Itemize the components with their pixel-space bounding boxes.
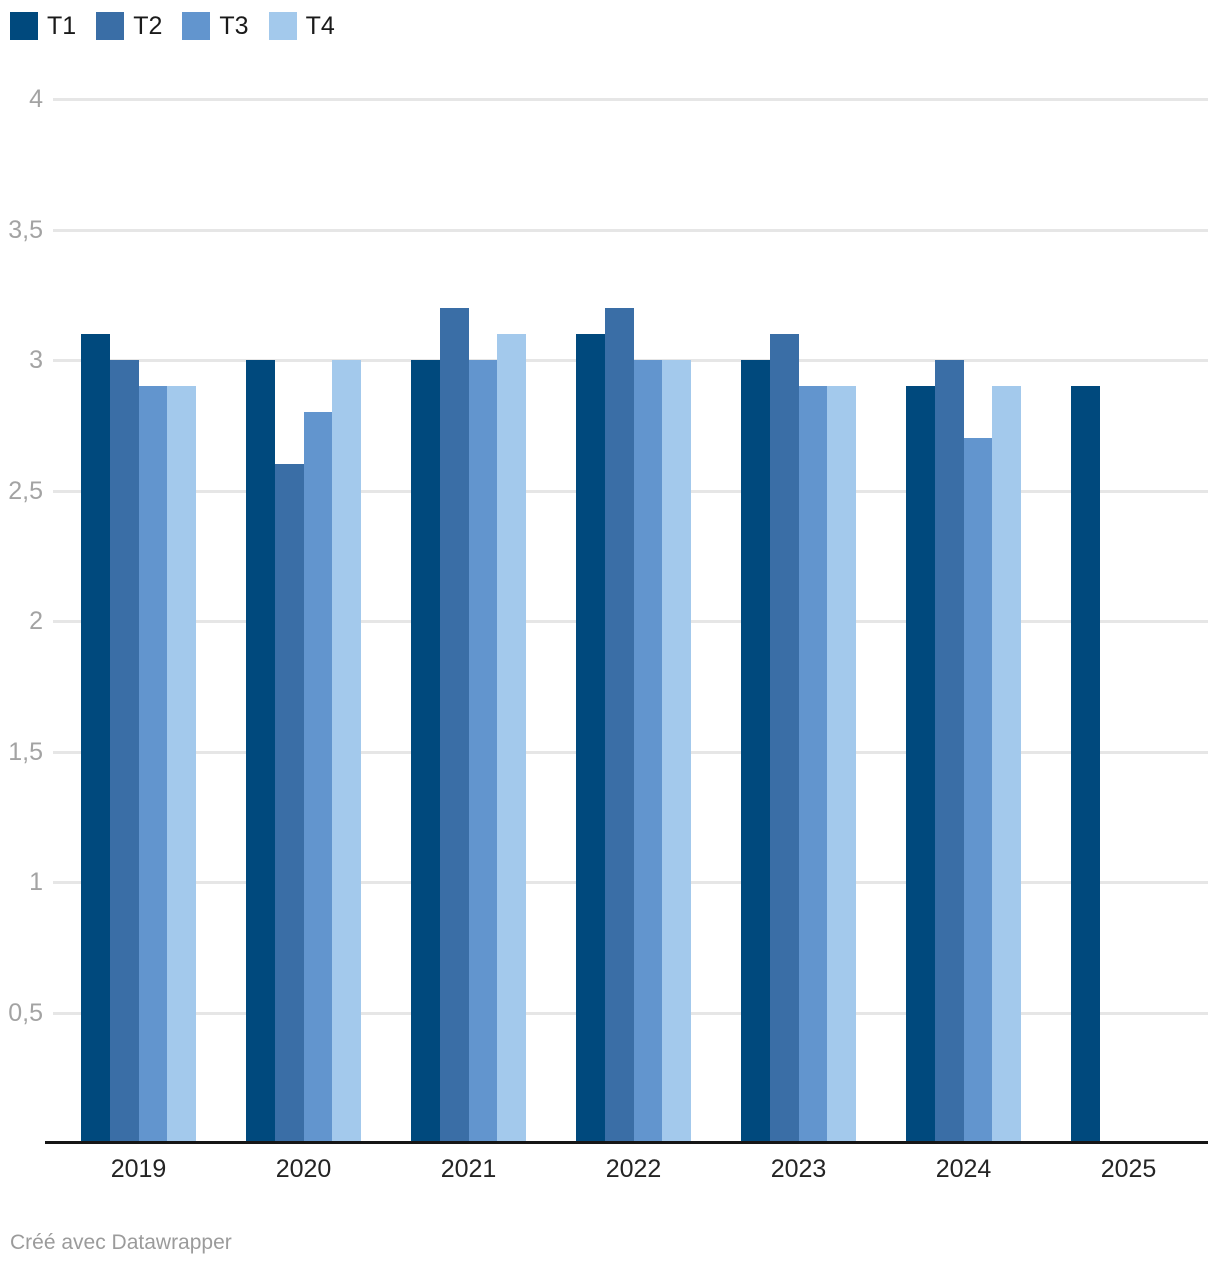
- bar-2023-T4[interactable]: [827, 386, 856, 1143]
- legend-label: T4: [305, 12, 335, 40]
- x-tick-label-2022: 2022: [605, 1155, 662, 1183]
- x-tick-label-2024: 2024: [935, 1155, 992, 1183]
- bar-2021-T4[interactable]: [497, 333, 526, 1143]
- y-tick-label: 1: [29, 868, 43, 896]
- bar-2020-T3[interactable]: [303, 412, 333, 1143]
- y-tick-label: 1,5: [8, 737, 43, 766]
- bar-2022-T1[interactable]: [576, 333, 605, 1143]
- bar-2024-T4[interactable]: [992, 386, 1021, 1143]
- x-axis-line: [45, 1141, 1208, 1144]
- x-tick-label-2019: 2019: [110, 1155, 167, 1183]
- y-tick-label: 0,5: [8, 998, 43, 1027]
- bar-2024-T1[interactable]: [906, 386, 935, 1143]
- bar-2021-T3[interactable]: [468, 360, 498, 1143]
- y-tick-label: 3: [29, 346, 43, 374]
- legend-swatch-T4: [268, 12, 297, 40]
- bar-2020-T1[interactable]: [246, 360, 275, 1143]
- bar-2022-T3[interactable]: [633, 360, 663, 1143]
- legend-swatch-T1: [10, 12, 38, 40]
- legend: T1 T2 T3 T4: [10, 12, 335, 40]
- bar-2019-T3[interactable]: [138, 386, 168, 1143]
- bar-2021-T1[interactable]: [411, 360, 440, 1143]
- legend-label: T3: [219, 12, 249, 40]
- bar-2020-T4[interactable]: [332, 360, 361, 1143]
- bar-2019-T4[interactable]: [167, 386, 196, 1143]
- y-tick-label: 3,5: [8, 215, 43, 244]
- bar-2023-T1[interactable]: [741, 360, 770, 1143]
- y-tick-label: 2: [29, 607, 43, 635]
- y-tick-label: 2,5: [8, 476, 43, 505]
- bar-2023-T3[interactable]: [798, 386, 828, 1143]
- gridline-4: [53, 98, 1208, 101]
- bar-2020-T2[interactable]: [274, 464, 304, 1143]
- bar-2024-T2[interactable]: [934, 360, 964, 1143]
- legend-item-T3: T3: [182, 12, 249, 40]
- bar-2022-T2[interactable]: [604, 307, 634, 1143]
- bar-2023-T2[interactable]: [769, 333, 799, 1143]
- legend-item-T1: T1: [10, 12, 76, 40]
- bar-2021-T2[interactable]: [439, 307, 469, 1143]
- bar-2022-T4[interactable]: [662, 360, 691, 1143]
- attribution-text: Créé avec Datawrapper: [10, 1231, 232, 1254]
- legend-item-T4: T4: [268, 12, 335, 40]
- bar-2025-T1[interactable]: [1071, 386, 1100, 1143]
- x-tick-label-2025: 2025: [1100, 1155, 1157, 1183]
- x-tick-label-2021: 2021: [440, 1155, 497, 1183]
- legend-item-T2: T2: [96, 12, 162, 40]
- y-tick-label: 4: [29, 85, 43, 113]
- x-tick-label-2020: 2020: [275, 1155, 332, 1183]
- legend-label: T2: [133, 12, 163, 40]
- bar-2024-T3[interactable]: [963, 438, 993, 1143]
- legend-swatch-T3: [182, 12, 211, 40]
- gridline-3,5: [53, 228, 1208, 232]
- bar-2019-T1[interactable]: [81, 333, 110, 1143]
- legend-swatch-T2: [96, 12, 125, 40]
- bar-2019-T2[interactable]: [109, 360, 139, 1143]
- x-tick-label-2023: 2023: [770, 1155, 827, 1183]
- legend-label: T1: [47, 12, 77, 40]
